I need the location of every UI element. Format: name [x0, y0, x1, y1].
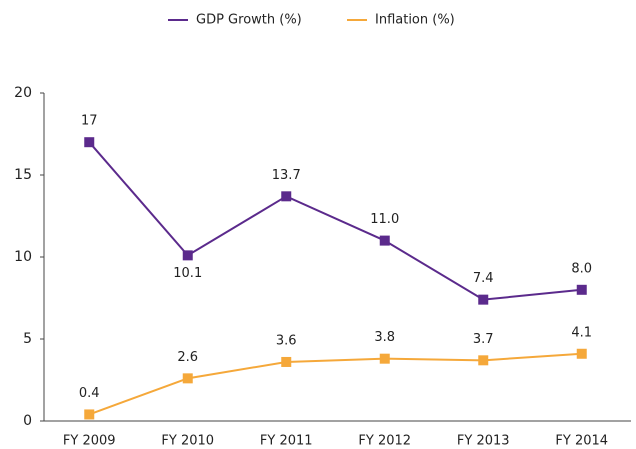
data-label: 17: [81, 114, 98, 129]
point-marker: [478, 355, 489, 366]
data-label: 13.7: [272, 168, 301, 183]
data-label: 11.0: [370, 212, 399, 227]
point-marker: [281, 356, 292, 367]
x-tick-label: FY 2014: [555, 434, 608, 449]
x-tick-label: FY 2012: [358, 434, 411, 449]
data-label: 7.4: [473, 271, 494, 286]
x-tick-label: FY 2011: [260, 434, 313, 449]
point-marker: [281, 191, 292, 202]
point-marker: [478, 294, 489, 305]
data-label: 10.1: [173, 266, 202, 281]
data-label: 2.6: [177, 350, 198, 365]
series-line: [88, 141, 582, 301]
y-tick-label: 15: [14, 167, 32, 183]
point-marker: [576, 284, 587, 295]
y-tick-label: 10: [14, 249, 32, 265]
series-line: [88, 352, 582, 416]
x-tick-label: FY 2010: [161, 434, 214, 449]
y-tick-label: 0: [23, 413, 32, 429]
y-tick-label: 5: [23, 331, 32, 347]
point-marker: [182, 250, 193, 261]
data-label: 0.4: [79, 386, 100, 401]
data-label: 3.7: [473, 332, 494, 347]
data-label: 8.0: [571, 261, 592, 276]
legend-label: Inflation (%): [375, 13, 455, 28]
x-tick-label: FY 2013: [457, 434, 510, 449]
point-marker: [84, 137, 95, 148]
y-tick-label: 20: [14, 85, 32, 101]
data-label: 3.8: [374, 330, 395, 345]
legend-label: GDP Growth (%): [196, 13, 302, 28]
data-label: 3.6: [276, 333, 297, 348]
point-marker: [379, 235, 390, 246]
data-label: 4.1: [571, 325, 592, 340]
point-marker: [379, 353, 390, 364]
point-marker: [84, 409, 95, 420]
point-marker: [576, 348, 587, 359]
point-marker: [182, 373, 193, 384]
x-tick-label: FY 2009: [63, 434, 116, 449]
